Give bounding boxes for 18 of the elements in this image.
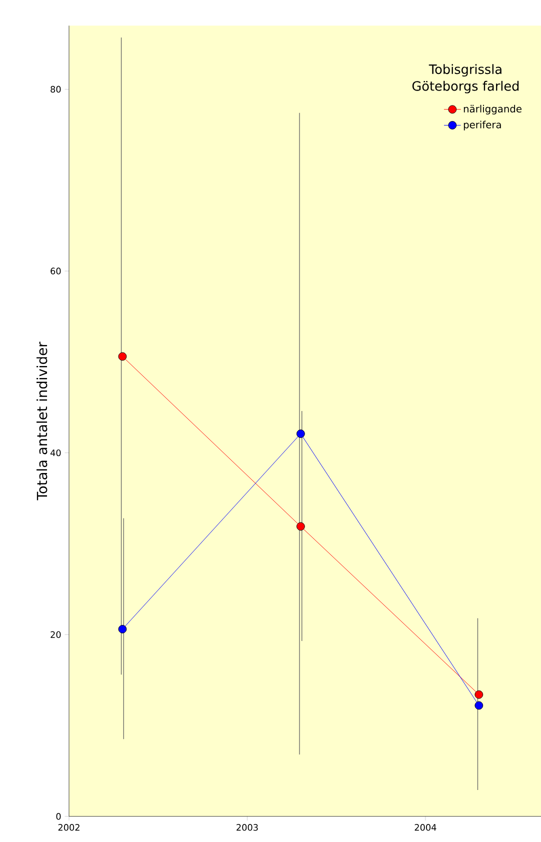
y-tick-label: 20 — [50, 631, 61, 638]
legend-title: Tobisgrissla Göteborgs farled — [412, 64, 518, 94]
y-tick-label: 40 — [50, 449, 61, 456]
y-tick-label: 80 — [50, 86, 61, 93]
y-tick-label: 0 — [56, 813, 61, 820]
y-tick-label: 60 — [50, 268, 61, 274]
legend-label: närliggande — [464, 104, 522, 114]
point — [474, 690, 483, 699]
y-axis-title: Totala antalet individer — [36, 342, 48, 500]
x-tick-label: 2004 — [414, 824, 436, 831]
point — [118, 624, 127, 634]
point — [118, 352, 127, 361]
point — [296, 430, 305, 438]
point — [474, 701, 483, 710]
legend-label: perifera — [464, 120, 501, 130]
x-tick-label: 2003 — [236, 824, 258, 831]
x-tick-label: 2002 — [58, 824, 80, 831]
point — [296, 522, 305, 531]
